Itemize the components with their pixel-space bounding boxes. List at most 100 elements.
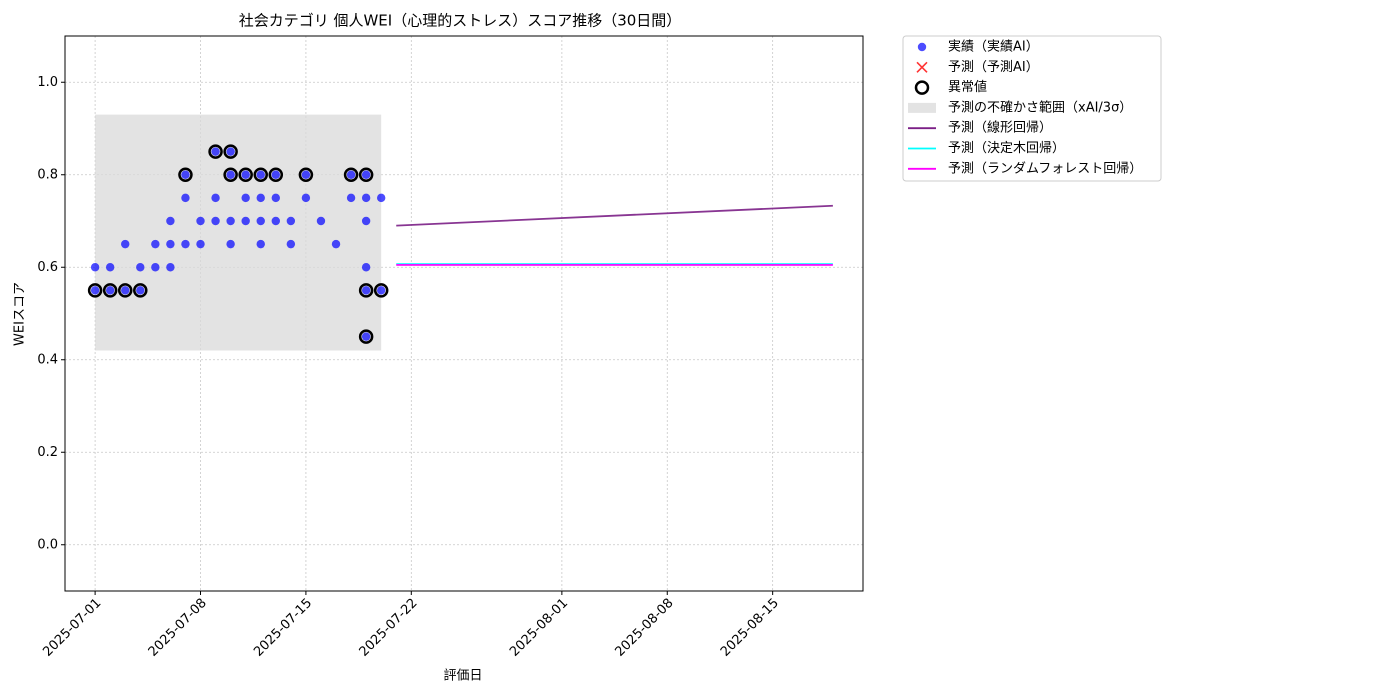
data-point bbox=[136, 263, 145, 272]
data-point bbox=[241, 216, 250, 226]
data-point bbox=[361, 263, 371, 272]
data-point bbox=[211, 193, 220, 203]
data-point bbox=[346, 193, 356, 203]
anomaly-point bbox=[117, 283, 133, 298]
data-point bbox=[361, 193, 371, 203]
data-point bbox=[151, 239, 160, 249]
anomaly-point bbox=[223, 144, 238, 159]
anomaly-point bbox=[208, 144, 223, 159]
anomaly-point bbox=[358, 167, 374, 182]
y-tick-label: 0.6 bbox=[37, 260, 58, 275]
anomaly-point bbox=[298, 167, 314, 182]
anomaly-point bbox=[133, 283, 148, 298]
data-point bbox=[241, 170, 250, 179]
anomaly-point bbox=[102, 283, 118, 298]
data-point bbox=[301, 170, 311, 179]
legend-label: 予測（決定木回帰） bbox=[948, 140, 1065, 156]
data-point bbox=[136, 286, 145, 295]
y-tick-label: 0.8 bbox=[37, 167, 58, 182]
data-point bbox=[331, 239, 341, 249]
data-point bbox=[361, 286, 371, 295]
anomaly-point bbox=[268, 167, 284, 182]
chart-title: 社会カテゴリ 個人WEI（心理的ストレス）スコア推移（30日間） bbox=[239, 12, 682, 30]
data-point bbox=[361, 170, 371, 179]
prediction-line bbox=[396, 204, 833, 227]
data-point bbox=[271, 216, 280, 226]
x-tick-label: 2025-08-15 bbox=[718, 596, 782, 660]
legend-frame bbox=[902, 35, 1162, 182]
data-point bbox=[376, 193, 386, 203]
x-axis-label: 評価日 bbox=[443, 669, 482, 684]
y-axis-label: WEIスコア bbox=[13, 282, 28, 346]
data-point bbox=[181, 193, 190, 203]
data-point bbox=[196, 239, 205, 249]
data-point bbox=[105, 263, 115, 272]
legend-label: 予測（線形回帰） bbox=[948, 120, 1052, 136]
data-point bbox=[271, 170, 280, 179]
data-point bbox=[361, 216, 371, 226]
data-point bbox=[226, 170, 235, 179]
data-point bbox=[256, 239, 265, 249]
x-tick-label: 2025-07-22 bbox=[357, 596, 421, 660]
anomaly-point bbox=[373, 283, 389, 298]
x-tick-label: 2025-07-01 bbox=[40, 596, 104, 660]
data-point bbox=[256, 170, 265, 179]
data-point bbox=[226, 216, 235, 226]
data-point bbox=[151, 263, 160, 272]
legend-label: 実績（実績AI） bbox=[948, 39, 1039, 55]
x-tick-label: 2025-08-01 bbox=[507, 596, 571, 660]
x-tick-label: 2025-08-08 bbox=[613, 596, 677, 660]
data-point bbox=[316, 216, 326, 226]
data-point bbox=[166, 239, 175, 249]
data-point bbox=[241, 193, 250, 203]
x-tick-label: 2025-07-08 bbox=[146, 596, 210, 660]
data-point bbox=[166, 263, 175, 272]
x-tick-label: 2025-07-15 bbox=[251, 596, 315, 660]
uncertainty-band bbox=[95, 114, 382, 351]
legend-marker bbox=[908, 102, 936, 113]
data-point bbox=[166, 216, 175, 226]
legend-label: 予測（ランダムフォレスト回帰） bbox=[948, 160, 1142, 176]
anomaly-point bbox=[178, 167, 193, 182]
data-point bbox=[90, 286, 100, 295]
y-tick-label: 0.4 bbox=[37, 352, 58, 367]
data-point bbox=[181, 170, 190, 179]
anomaly-point bbox=[358, 283, 374, 298]
anomaly-point bbox=[358, 329, 374, 344]
data-point bbox=[301, 193, 311, 203]
anomaly-point bbox=[253, 167, 268, 182]
legend-label: 予測（予測AI） bbox=[948, 60, 1039, 75]
data-point bbox=[211, 216, 220, 226]
legend-marker bbox=[914, 80, 930, 95]
data-point bbox=[271, 193, 280, 203]
legend-marker bbox=[917, 42, 927, 52]
y-tick-label: 0.0 bbox=[37, 537, 58, 552]
y-tick-label: 0.2 bbox=[37, 445, 58, 460]
data-point bbox=[286, 239, 296, 249]
y-tick-label: 1.0 bbox=[37, 75, 58, 90]
data-point bbox=[121, 286, 130, 295]
anomaly-point bbox=[238, 167, 253, 182]
data-point bbox=[90, 263, 100, 272]
anomaly-point bbox=[343, 167, 359, 182]
plot-frame bbox=[64, 35, 864, 592]
data-point bbox=[361, 332, 371, 341]
data-point bbox=[376, 286, 386, 295]
legend-label: 異常値 bbox=[948, 79, 987, 95]
data-point bbox=[286, 216, 296, 226]
anomaly-point bbox=[223, 167, 238, 182]
data-point bbox=[121, 239, 130, 249]
data-point bbox=[211, 147, 220, 156]
data-point bbox=[181, 239, 190, 249]
data-point bbox=[256, 193, 265, 203]
data-point bbox=[256, 216, 265, 226]
data-point bbox=[226, 239, 235, 249]
data-point bbox=[226, 147, 235, 156]
anomaly-point bbox=[87, 283, 103, 298]
data-point bbox=[346, 170, 356, 179]
data-point bbox=[105, 286, 115, 295]
legend-marker bbox=[916, 61, 928, 73]
legend-label: 予測の不確かさ範囲（xAI/3σ） bbox=[948, 99, 1132, 115]
